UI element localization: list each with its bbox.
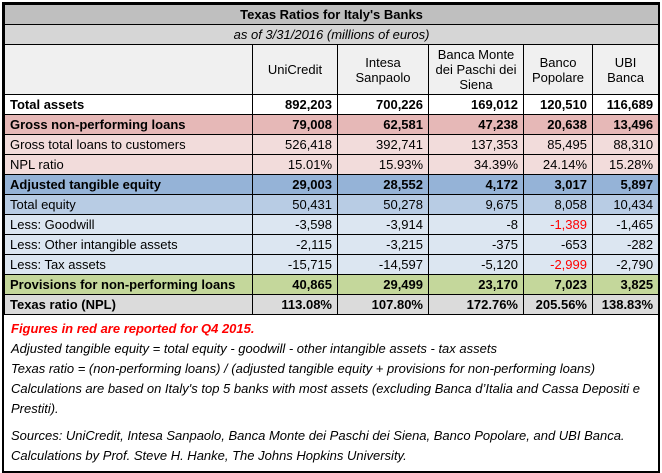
value-cell: 40,865 xyxy=(252,274,338,295)
table-row: Provisions for non-performing loans 40,86… xyxy=(4,274,660,295)
value-cell: 7,023 xyxy=(523,274,593,295)
value-cell: 28,552 xyxy=(337,174,429,195)
footnote-line: Calculations are based on Italy's top 5 … xyxy=(11,381,640,416)
table-row: Texas ratio (NPL) 113.08% 107.80% 172.76% 20… xyxy=(4,294,660,315)
value-cell: 50,431 xyxy=(252,194,338,215)
value-cell: 169,012 xyxy=(428,94,524,115)
value-cell: 3,017 xyxy=(523,174,593,195)
value-cell: 15.93% xyxy=(337,154,429,175)
value-cell: 107.80% xyxy=(337,294,429,315)
value-cell: 29,003 xyxy=(252,174,338,195)
row-label: Provisions for non-performing loans xyxy=(4,274,253,295)
value-cell: 24.14% xyxy=(523,154,593,175)
table-row: Less: Goodwill -3,598 -3,914 -8 -1,389 -1,465 xyxy=(4,214,660,235)
table-row: Adjusted tangible equity 29,003 28,552 4,17… xyxy=(4,174,660,195)
column-header: Banca Monte dei Paschi dei Siena xyxy=(428,44,524,95)
value-cell: -653 xyxy=(523,234,593,255)
footnote-line: Texas ratio = (non-performing loans) / (… xyxy=(11,361,596,376)
value-cell: 700,226 xyxy=(337,94,429,115)
value-cell: 5,897 xyxy=(591,174,660,195)
value-cell: -1,465 xyxy=(591,214,660,235)
value-cell: -8 xyxy=(428,214,524,235)
column-header: UniCredit xyxy=(252,44,338,95)
value-cell: 79,008 xyxy=(252,114,338,135)
value-cell: 23,170 xyxy=(428,274,524,295)
value-cell: -3,598 xyxy=(252,214,338,235)
footnote-line: Calculations by Prof. Steve H. Hanke, Th… xyxy=(11,448,407,463)
value-cell: 4,172 xyxy=(428,174,524,195)
value-cell: -282 xyxy=(591,234,660,255)
value-cell: 47,238 xyxy=(428,114,524,135)
row-label: Total equity xyxy=(4,194,253,215)
subtitle-row: as of 3/31/2016 (millions of euros) xyxy=(3,24,660,45)
title-row: Texas Ratios for Italy's Banks xyxy=(3,4,660,25)
footnote-line: Figures in red are reported for Q4 2015. xyxy=(11,321,255,336)
value-cell: 9,675 xyxy=(428,194,524,215)
row-label: Less: Tax assets xyxy=(4,254,253,275)
row-label: NPL ratio xyxy=(4,154,253,175)
column-header: Banco Popolare xyxy=(523,44,593,95)
value-cell: -15,715 xyxy=(252,254,338,275)
value-cell: 88,310 xyxy=(591,134,660,155)
value-cell: 62,581 xyxy=(337,114,429,135)
value-cell: 138.83% xyxy=(591,294,660,315)
value-cell: 13,496 xyxy=(591,114,660,135)
value-cell: -2,790 xyxy=(591,254,660,275)
value-cell: -5,120 xyxy=(428,254,524,275)
table-row: NPL ratio 15.01% 15.93% 34.39% 24.14% 15.28% xyxy=(4,154,660,175)
value-cell: 116,689 xyxy=(591,94,660,115)
value-cell: 3,825 xyxy=(591,274,660,295)
value-cell: 34.39% xyxy=(428,154,524,175)
value-cell: -2,999 xyxy=(523,254,593,275)
value-cell: 526,418 xyxy=(252,134,338,155)
table-row: Total equity 50,431 50,278 9,675 8,058 10,434 xyxy=(4,194,660,215)
value-cell: -375 xyxy=(428,234,524,255)
value-cell: 120,510 xyxy=(523,94,593,115)
table-row: Gross non-performing loans 79,008 62,581 47… xyxy=(4,114,660,135)
row-label: Gross total loans to customers xyxy=(4,134,253,155)
value-cell: 172.76% xyxy=(428,294,524,315)
row-label: Total assets xyxy=(4,94,253,115)
value-cell: 205.56% xyxy=(523,294,593,315)
page-title: Texas Ratios for Italy's Banks xyxy=(3,4,660,25)
table-row: Gross total loans to customers 526,418 392… xyxy=(4,134,660,155)
value-cell: 29,499 xyxy=(337,274,429,295)
value-cell: 85,495 xyxy=(523,134,593,155)
value-cell: -3,914 xyxy=(337,214,429,235)
table-row: Total assets 892,203 700,226 169,012 120,510… xyxy=(4,94,660,115)
footnotes: Figures in red are reported for Q4 2015.… xyxy=(4,315,658,471)
row-label: Texas ratio (NPL) xyxy=(4,294,253,315)
value-cell: -3,215 xyxy=(337,234,429,255)
ratios-table: Texas Ratios for Italy's Banks as of 3/3… xyxy=(3,4,660,315)
row-label: Adjusted tangible equity xyxy=(4,174,253,195)
value-cell: 392,741 xyxy=(337,134,429,155)
value-cell: 15.01% xyxy=(252,154,338,175)
footnote-line: Adjusted tangible equity = total equity … xyxy=(11,341,497,356)
value-cell: -2,115 xyxy=(252,234,338,255)
table-row: Less: Other intangible assets -2,115 -3,21… xyxy=(4,234,660,255)
column-header: Intesa Sanpaolo xyxy=(337,44,429,95)
value-cell: 892,203 xyxy=(252,94,338,115)
row-label-header xyxy=(4,44,253,95)
value-cell: 113.08% xyxy=(252,294,338,315)
footnote-line: Sources: UniCredit, Intesa Sanpaolo, Ban… xyxy=(11,428,625,443)
row-label: Less: Other intangible assets xyxy=(4,234,253,255)
row-label: Less: Goodwill xyxy=(4,214,253,235)
value-cell: 10,434 xyxy=(591,194,660,215)
value-cell: 137,353 xyxy=(428,134,524,155)
value-cell: 20,638 xyxy=(523,114,593,135)
page-subtitle: as of 3/31/2016 (millions of euros) xyxy=(3,24,660,45)
value-cell: 8,058 xyxy=(523,194,593,215)
table-row: Less: Tax assets -15,715 -14,597 -5,120 -2,9… xyxy=(4,254,660,275)
value-cell: -14,597 xyxy=(337,254,429,275)
value-cell: 50,278 xyxy=(337,194,429,215)
column-header-row: UniCredit Intesa Sanpaolo Banca Monte dei … xyxy=(4,44,660,95)
value-cell: -1,389 xyxy=(523,214,593,235)
row-label: Gross non-performing loans xyxy=(4,114,253,135)
value-cell: 15.28% xyxy=(591,154,660,175)
column-header: UBI Banca xyxy=(591,44,660,95)
